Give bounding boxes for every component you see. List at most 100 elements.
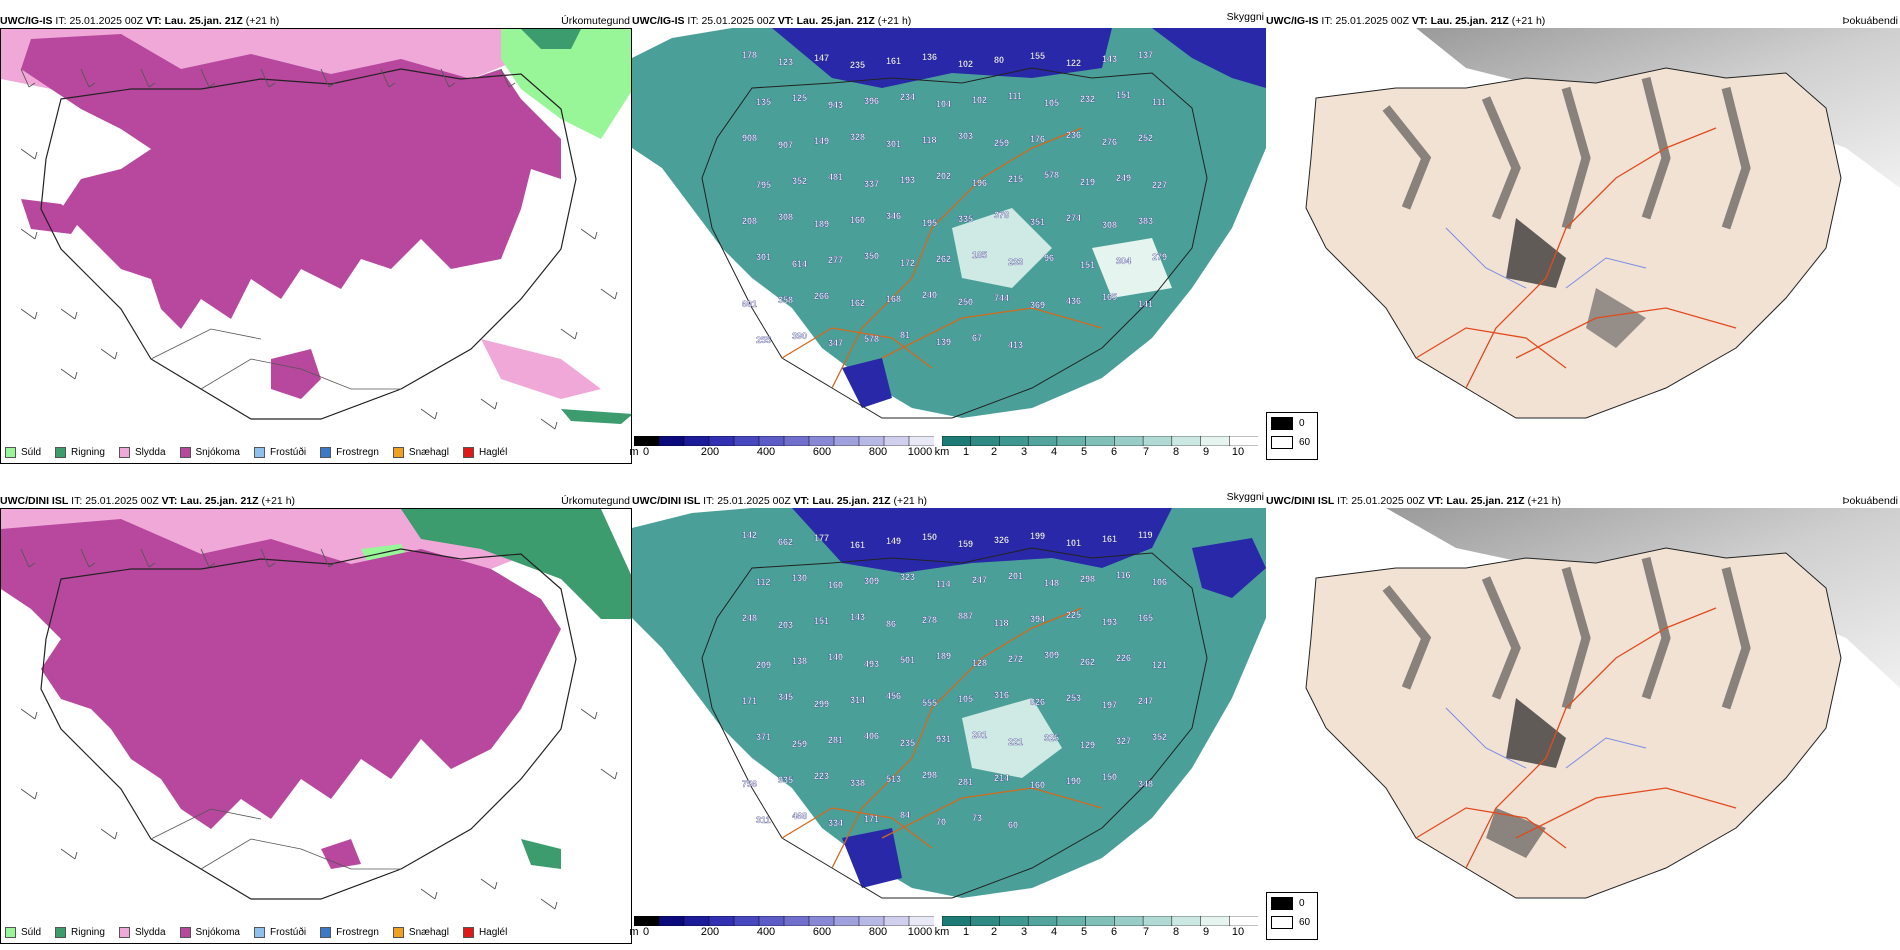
- fog-map-svg: [1266, 28, 1900, 428]
- visibility-value-label: 279: [1152, 252, 1167, 262]
- tick-label: 4: [1050, 446, 1058, 458]
- tick-label: 1: [962, 446, 970, 458]
- visibility-value-label: 147: [814, 53, 829, 63]
- visibility-value-label: 255: [756, 335, 771, 345]
- fog-legend-top: 0 60: [1266, 412, 1318, 460]
- colorbar-segment: [883, 916, 910, 926]
- visibility-unit: km: [934, 926, 950, 938]
- visibility-value-label: 122: [1066, 58, 1081, 68]
- visibility-value-label: 208: [742, 216, 757, 226]
- visibility-value-label: 161: [1102, 534, 1117, 544]
- colorbar-segment: [658, 436, 685, 446]
- visibility-value-label: 139: [936, 337, 951, 347]
- visibility-value-label: 308: [1102, 220, 1117, 230]
- tick-label: 3: [1020, 446, 1028, 458]
- fog-map[interactable]: [1266, 508, 1900, 908]
- panel-title: Úrkomutegund: [561, 495, 630, 507]
- colorbar-segment: [658, 916, 685, 926]
- visibility-value-label: 177: [814, 533, 829, 543]
- visibility-value-label: 351: [1030, 217, 1045, 227]
- visibility-value-label: 406: [864, 731, 879, 741]
- visibility-map[interactable]: 178 123 147 235 161 136 102 80 155 122 143 137 135 12…: [632, 28, 1266, 428]
- visibility-value-label: 328: [850, 132, 865, 142]
- visibility-value-label: 744: [994, 293, 1009, 303]
- visibility-value-label: 171: [742, 696, 757, 706]
- visibility-value-label: 86: [886, 619, 896, 629]
- visibility-value-label: 262: [936, 254, 951, 264]
- colorbar-segment: [1114, 916, 1144, 926]
- visibility-value-label: 143: [1102, 54, 1117, 64]
- legend-swatch: [320, 447, 332, 458]
- visibility-value-label: 215: [1008, 174, 1023, 184]
- visibility-value-label: 141: [1138, 299, 1153, 309]
- legend-swatch: [462, 447, 474, 458]
- tick-label: 1000: [907, 446, 933, 458]
- colorbar-segment: [999, 916, 1029, 926]
- colorbar-segment: [1142, 436, 1173, 446]
- visibility-value-label: 178: [742, 50, 757, 60]
- visibility-map[interactable]: 142 662 177 161 149 150 159 326 199 101 161 119 112 1…: [632, 508, 1266, 908]
- visibility-value-label: 352: [1152, 732, 1167, 742]
- colorbar-segment: [833, 916, 860, 926]
- legend-swatch: [392, 447, 404, 458]
- precip-map[interactable]: Súld Rigning Slydda Snjókoma Frostúði Fr…: [0, 28, 632, 464]
- visibility-value-label: 189: [936, 651, 951, 661]
- visibility-value-label: 248: [742, 613, 757, 623]
- legend-swatch: [55, 927, 67, 938]
- legend-item: Frostúði: [253, 927, 306, 938]
- panel-header: UWC/DINI ISL IT: 25.01.2025 00Z VT: Lau.…: [0, 495, 630, 507]
- visibility-value-label: 308: [778, 212, 793, 222]
- tick-label: 200: [700, 926, 720, 938]
- colorbar-segment: [733, 436, 760, 446]
- tick-label: 600: [812, 926, 832, 938]
- precip-legend: Súld Rigning Slydda Snjókoma Frostúði Fr…: [5, 447, 507, 458]
- ceiling-ticks: 0 200 400 600 800 1000 m: [629, 446, 934, 460]
- legend-item: Rigning: [55, 927, 105, 938]
- tick-label: 800: [868, 926, 888, 938]
- visibility-value-label: 159: [958, 539, 973, 549]
- visibility-value-label: 253: [1066, 693, 1081, 703]
- visibility-value-label: 277: [828, 255, 843, 265]
- panel-header: UWC/IG-IS IT: 25.01.2025 00Z VT: Lau. 25…: [0, 15, 630, 27]
- visibility-value-label: 795: [756, 180, 771, 190]
- visibility-value-label: 137: [1138, 50, 1153, 60]
- legend-item: Haglél: [462, 927, 507, 938]
- colorbar-segment: [758, 436, 785, 446]
- colorbar-segment: [942, 436, 972, 446]
- visibility-value-label: 235: [850, 60, 865, 70]
- panel-title: Þokuábendi: [1842, 15, 1898, 27]
- colorbar-segment: [733, 916, 760, 926]
- legend-item: Frostregn: [320, 927, 379, 938]
- visibility-value-label: 358: [778, 295, 793, 305]
- precip-map[interactable]: Súld Rigning Slydda Snjókoma Frostúði Fr…: [0, 508, 632, 944]
- visibility-value-label: 151: [1116, 90, 1131, 100]
- visibility-value-label: 662: [778, 537, 793, 547]
- fog-map[interactable]: [1266, 28, 1900, 428]
- colorbar-segment: [833, 436, 860, 446]
- tick-label: 6: [1110, 926, 1118, 938]
- visibility-value-label: 96: [1044, 253, 1054, 263]
- precip-map-svg: [1, 509, 631, 943]
- visibility-value-label: 614: [792, 259, 807, 269]
- visibility-value-label: 165: [1138, 613, 1153, 623]
- visibility-value-label: 247: [972, 575, 987, 585]
- visibility-value-label: 143: [850, 612, 865, 622]
- colorbar-segment: [999, 436, 1029, 446]
- tick-label: 400: [756, 926, 776, 938]
- visibility-value-label: 102: [958, 59, 973, 69]
- visibility-value-label: 73: [972, 813, 982, 823]
- visibility-value-label: 105: [1044, 98, 1059, 108]
- visibility-value-label: 350: [864, 251, 879, 261]
- legend-item: Frostúði: [253, 447, 306, 458]
- visibility-value-label: 135: [756, 97, 771, 107]
- panel-title: Þokuábendi: [1842, 495, 1898, 507]
- visibility-value-label: 233: [1008, 257, 1023, 267]
- visibility-value-label: 171: [864, 814, 879, 824]
- visibility-value-label: 221: [1008, 737, 1023, 747]
- visibility-value-label: 369: [1030, 300, 1045, 310]
- visibility-value-label: 236: [1066, 130, 1081, 140]
- colorbar-segment: [858, 916, 885, 926]
- visibility-value-label: 223: [814, 771, 829, 781]
- visibility-value-label: 383: [1138, 216, 1153, 226]
- visibility-value-label: 112: [756, 577, 771, 587]
